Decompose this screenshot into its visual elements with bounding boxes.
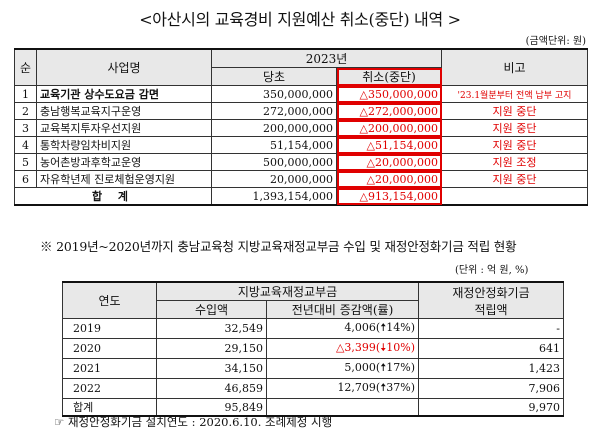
total-note <box>441 187 588 206</box>
row-note: 지원 중단 <box>441 102 588 120</box>
row-no: 3 <box>14 119 37 137</box>
row-note: 지원 중단 <box>441 136 588 154</box>
education-grant-table: 연도 지방교육재정교부금 재정안정화기금 적립액 수입액 전년대비 증감액(률)… <box>62 281 564 417</box>
pointing-hand-icon: ☞ <box>54 415 65 429</box>
row-project-name: 교육기관 상수도요금 감면 <box>36 85 212 103</box>
row-no: 2 <box>14 102 37 120</box>
arrow-up-icon: 🠅 <box>380 361 387 374</box>
row-original-amount: 51,154,000 <box>211 136 337 154</box>
total-original-amount: 1,393,154,000 <box>211 187 337 206</box>
page-title: <아산시의 교육경비 지원예산 취소(중단) 내역 > <box>139 10 461 29</box>
row-year: 2022 <box>62 378 157 399</box>
row-year: 2021 <box>62 358 157 379</box>
row-project-name: 교육복지투자우선지원 <box>36 119 212 137</box>
row-change-amount: 4,006( <box>344 321 381 334</box>
table-row: 2 충남행복교육지구운영 272,000,000 △272,000,000 지원… <box>14 102 588 120</box>
row-original-amount: 272,000,000 <box>211 102 337 120</box>
row-fund: 9,970 <box>418 398 564 417</box>
row-change-rate: 37%) <box>386 381 415 394</box>
arrow-up-icon: 🠅 <box>380 321 387 334</box>
amount-unit-label: (금액단위: 원) <box>525 36 586 47</box>
table-row: 1 교육기관 상수도요금 감면 350,000,000 △350,000,000… <box>14 85 588 103</box>
row-change: △3,399(🠇10%) <box>266 338 419 359</box>
header-fund: 재정안정화기금 적립액 <box>418 281 564 319</box>
row-no: 6 <box>14 170 37 188</box>
row-change-amount: △3,399( <box>335 341 381 354</box>
total-row: 합 계 1,393,154,000 △913,154,000 <box>14 187 588 206</box>
footnote: ☞ 재정안정화기금 설치연도 : 2020.6.10. 조례제정 시행 <box>54 414 332 430</box>
row-cancel-amount: △20,000,000 <box>336 170 442 188</box>
arrow-up-icon: 🠅 <box>380 381 387 394</box>
row-original-amount: 500,000,000 <box>211 153 337 171</box>
row-project-name: 자유학년제 진로체험운영지원 <box>36 170 212 188</box>
row-fund: - <box>418 318 564 339</box>
row-change-amount: 12,709( <box>337 381 381 394</box>
header-fund-line1: 재정안정화기금 <box>452 285 530 300</box>
row-original-amount: 350,000,000 <box>211 85 337 103</box>
header-change: 전년대비 증감액(률) <box>266 300 419 319</box>
row-revenue: 32,549 <box>156 318 267 339</box>
table-row: 3 교육복지투자우선지원 200,000,000 △200,000,000 지원… <box>14 119 588 137</box>
row-note: 지원 조정 <box>441 153 588 171</box>
row-change-rate: 14%) <box>386 321 415 334</box>
row-cancel-amount: △272,000,000 <box>336 102 442 120</box>
row-project-name: 충남행복교육지구운영 <box>36 102 212 120</box>
row-project-name: 통학차량임차비지원 <box>36 136 212 154</box>
row-note: 지원 중단 <box>441 170 588 188</box>
row-revenue: 29,150 <box>156 338 267 359</box>
row-original-amount: 20,000,000 <box>211 170 337 188</box>
arrow-down-icon: 🠇 <box>380 341 387 354</box>
total-cancel-amount: △913,154,000 <box>336 187 442 206</box>
row-cancel-amount: △20,000,000 <box>336 153 442 171</box>
row-cancel-amount: △200,000,000 <box>336 119 442 137</box>
table-row: 2020 29,150 △3,399(🠇10%) 641 <box>62 338 564 359</box>
table-row: 2021 34,150 5,000(🠅17%) 1,423 <box>62 358 564 379</box>
row-revenue: 46,859 <box>156 378 267 399</box>
header-project-name: 사업명 <box>36 48 212 86</box>
total-label: 합 계 <box>14 187 212 206</box>
header-grant: 지방교육재정교부금 <box>156 281 419 301</box>
header-year: 연도 <box>62 281 157 319</box>
header-note: 비고 <box>441 48 588 86</box>
table-row: 합계 95,849 9,970 <box>62 398 564 417</box>
row-revenue: 95,849 <box>156 398 267 417</box>
table-row: 2019 32,549 4,006(🠅14%) - <box>62 318 564 339</box>
footnote-text: 재정안정화기금 설치연도 : 2020.6.10. 조례제정 시행 <box>67 415 333 429</box>
section-heading: ※ 2019년~2020년까지 충남교육청 지방교육재정교부금 수입 및 재정안… <box>40 239 517 254</box>
row-change-rate: 17%) <box>386 361 415 374</box>
table-row: 6 자유학년제 진로체험운영지원 20,000,000 △20,000,000 … <box>14 170 588 188</box>
row-no: 4 <box>14 136 37 154</box>
header-no: 순 <box>14 48 37 86</box>
row-no: 5 <box>14 153 37 171</box>
row-revenue: 34,150 <box>156 358 267 379</box>
row-change-rate: 10%) <box>386 341 415 354</box>
row-year: 2020 <box>62 338 157 359</box>
header-original: 당초 <box>211 67 337 86</box>
header-cancel: 취소(중단) <box>336 67 442 86</box>
row-change: 12,709(🠅37%) <box>266 378 419 399</box>
row-cancel-amount: △51,154,000 <box>336 136 442 154</box>
table-row: 5 농어촌방과후학교운영 500,000,000 △20,000,000 지원 … <box>14 153 588 171</box>
row-cancel-amount: △350,000,000 <box>336 85 442 103</box>
row-no: 1 <box>14 85 37 103</box>
row-project-name: 농어촌방과후학교운영 <box>36 153 212 171</box>
budget-cancel-table: 순 사업명 2023년 비고 당초 취소(중단) 1 교육기관 상수도요금 감면… <box>14 48 588 206</box>
header-fund-line2: 적립액 <box>474 302 508 317</box>
row-change: 5,000(🠅17%) <box>266 358 419 379</box>
header-year: 2023년 <box>211 48 442 68</box>
row-fund: 641 <box>418 338 564 359</box>
row-note: '23.1월분부터 전액 납부 고지 <box>441 85 588 103</box>
row-fund: 7,906 <box>418 378 564 399</box>
row-year: 2019 <box>62 318 157 339</box>
table-row: 2022 46,859 12,709(🠅37%) 7,906 <box>62 378 564 399</box>
unit-label: (단위 : 억 원, %) <box>455 265 529 276</box>
row-note: 지원 중단 <box>441 119 588 137</box>
table-row: 4 통학차량임차비지원 51,154,000 △51,154,000 지원 중단 <box>14 136 588 154</box>
row-fund: 1,423 <box>418 358 564 379</box>
row-year: 합계 <box>62 398 157 417</box>
row-change: 4,006(🠅14%) <box>266 318 419 339</box>
header-revenue: 수입액 <box>156 300 267 319</box>
row-original-amount: 200,000,000 <box>211 119 337 137</box>
row-change-amount: 5,000( <box>344 361 381 374</box>
